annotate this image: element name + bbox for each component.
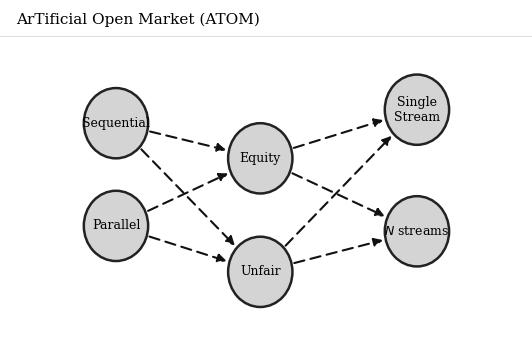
Text: Parallel: Parallel [92,219,140,232]
Text: $N$ streams: $N$ streams [384,225,450,238]
Ellipse shape [228,237,293,307]
Text: Single
Stream: Single Stream [394,96,440,124]
Text: Sequential: Sequential [82,117,150,130]
Ellipse shape [385,74,449,145]
Ellipse shape [385,196,449,266]
Text: Equity: Equity [239,152,281,165]
Ellipse shape [84,88,148,158]
Ellipse shape [84,191,148,261]
Ellipse shape [228,123,293,193]
Text: Unfair: Unfair [240,265,280,278]
Text: ArTificial Open Market (ATOM): ArTificial Open Market (ATOM) [16,12,260,27]
